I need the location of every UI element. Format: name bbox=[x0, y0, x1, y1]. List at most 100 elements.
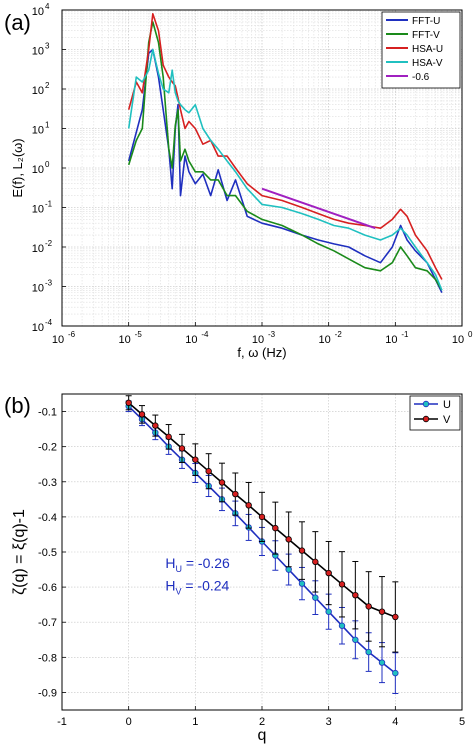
x-tick-label-exponent: -2 bbox=[335, 330, 343, 339]
data-point-v bbox=[338, 581, 346, 588]
x-tick-label-exponent: -1 bbox=[401, 330, 409, 339]
panel-b: (b) -1 0 1 2 3 4 5 -0.9-0.8-0.7-0.6-0.5-0.4-0.… bbox=[4, 393, 465, 744]
x-tick-label: 4 bbox=[392, 716, 398, 728]
data-point-v bbox=[218, 479, 226, 486]
data-point-u bbox=[338, 622, 346, 629]
data-point-v bbox=[152, 422, 159, 429]
x-tick-label: 0 bbox=[126, 716, 132, 728]
legend-label-fft-u: FFT-U bbox=[412, 16, 440, 27]
y-tick-label: -0.9 bbox=[38, 687, 57, 699]
data-point-v bbox=[245, 502, 252, 509]
data-point-v bbox=[365, 603, 372, 610]
y-tick-label-exponent: -4 bbox=[45, 318, 53, 327]
panel-b-legend: UV bbox=[409, 395, 461, 431]
y-tick-label: 10 bbox=[32, 243, 44, 255]
panel-b-x-tick-labels: -1 0 1 2 3 4 5 bbox=[57, 706, 465, 728]
y-tick-label: 10 bbox=[32, 85, 44, 97]
y-tick-label: 10 bbox=[32, 46, 44, 58]
y-tick-label: 10 bbox=[32, 164, 44, 176]
data-point-u bbox=[352, 636, 359, 643]
legend-box bbox=[409, 395, 461, 431]
data-point-u bbox=[392, 669, 399, 677]
legend-marker-u bbox=[422, 400, 430, 408]
y-tick-label-exponent: 3 bbox=[45, 42, 50, 51]
y-tick-label: -0.6 bbox=[38, 582, 57, 594]
x-tick-label-exponent: -5 bbox=[135, 330, 143, 339]
series-line-hsa-v bbox=[127, 48, 443, 291]
series-line--0.6 bbox=[261, 187, 376, 230]
y-tick-label: -0.2 bbox=[38, 442, 57, 454]
data-point-v bbox=[258, 513, 266, 521]
legend-label-fft-v: FFT-V bbox=[412, 30, 440, 41]
data-point-v bbox=[285, 536, 292, 543]
x-tick-label-exponent: -4 bbox=[201, 330, 209, 339]
data-point-v bbox=[325, 569, 332, 577]
x-tick-label: 10 bbox=[385, 334, 397, 346]
data-point-v bbox=[312, 558, 319, 566]
panel-b-annotations: HU = -0.26 HV = -0.24 bbox=[165, 555, 230, 597]
x-tick-label: 10 bbox=[452, 334, 464, 346]
data-point-u bbox=[365, 648, 372, 656]
panel-a-label: (a) bbox=[4, 10, 31, 35]
panel-a-series bbox=[127, 13, 443, 293]
data-point-u bbox=[378, 659, 386, 666]
data-point-u bbox=[285, 566, 292, 573]
y-tick-label: 10 bbox=[32, 322, 44, 334]
annotation-h-v: HV = -0.24 bbox=[165, 578, 229, 597]
y-tick-label-exponent: 4 bbox=[45, 2, 50, 11]
data-point-v bbox=[138, 411, 146, 418]
data-point-v bbox=[125, 399, 132, 406]
panel-a-legend: FFT-U FFT-V HSA-U HSA-V -0.6 bbox=[381, 11, 461, 89]
x-tick-label: 10 bbox=[185, 334, 197, 346]
data-point-v bbox=[352, 591, 359, 599]
y-tick-label-exponent: 1 bbox=[45, 121, 50, 130]
data-point-v bbox=[272, 524, 279, 532]
y-tick-label: -0.1 bbox=[38, 407, 57, 419]
data-point-v bbox=[165, 433, 172, 441]
y-tick-label: 10 bbox=[32, 6, 44, 18]
y-tick-label-exponent: -2 bbox=[45, 239, 53, 248]
data-point-v bbox=[378, 608, 386, 615]
data-point-v bbox=[192, 456, 199, 463]
panel-b-series bbox=[125, 395, 399, 694]
annotation-h-u: HU = -0.26 bbox=[165, 555, 230, 574]
y-tick-label-exponent: -3 bbox=[45, 279, 53, 288]
x-tick-label-exponent: -3 bbox=[268, 330, 276, 339]
x-tick-label: 10 bbox=[52, 334, 64, 346]
panel-b-label: (b) bbox=[4, 393, 31, 418]
y-tick-label: -0.7 bbox=[38, 617, 57, 629]
panel-b-y-axis-label: ζ(q) = ξ(q)-1 bbox=[11, 509, 28, 595]
y-tick-label: -0.5 bbox=[38, 547, 57, 559]
x-tick-label: 10 bbox=[319, 334, 331, 346]
y-tick-label-exponent: 0 bbox=[45, 160, 50, 169]
panel-a: (a) 10 -6 10 -5 10 -4 10 -3 10 -2 10 -1 10 0 10-410-3… bbox=[4, 2, 473, 360]
data-point-v bbox=[178, 445, 186, 452]
panel-a-x-tick-labels: 10 -6 10 -5 10 -4 10 -3 10 -2 10 -1 10 0 bbox=[52, 322, 473, 346]
y-tick-label: 10 bbox=[32, 125, 44, 137]
x-tick-label: 3 bbox=[326, 716, 332, 728]
x-tick-label: 10 bbox=[252, 334, 264, 346]
legend-label-u: U bbox=[443, 399, 451, 411]
legend-label--0.6: -0.6 bbox=[412, 72, 430, 83]
data-point-v bbox=[392, 613, 399, 621]
y-tick-label: 10 bbox=[32, 204, 44, 216]
x-tick-label: -1 bbox=[57, 716, 67, 728]
x-tick-label: 5 bbox=[459, 716, 465, 728]
y-tick-label-exponent: 2 bbox=[45, 81, 50, 90]
x-tick-label: 10 bbox=[119, 334, 131, 346]
panel-a-x-axis-label: f, ω (Hz) bbox=[237, 345, 286, 360]
data-point-v bbox=[232, 490, 239, 498]
data-point-u bbox=[312, 594, 319, 601]
legend-label-hsa-u: HSA-U bbox=[412, 44, 443, 55]
data-point-v bbox=[205, 468, 212, 475]
y-tick-label-exponent: -1 bbox=[45, 200, 53, 209]
data-point-u bbox=[325, 608, 332, 615]
x-tick-label-exponent: -6 bbox=[68, 330, 76, 339]
legend-marker-v bbox=[422, 415, 430, 423]
data-point-v bbox=[298, 547, 306, 554]
data-point-u bbox=[298, 580, 306, 587]
y-tick-label: -0.8 bbox=[38, 652, 57, 664]
y-tick-label: 10 bbox=[32, 283, 44, 295]
